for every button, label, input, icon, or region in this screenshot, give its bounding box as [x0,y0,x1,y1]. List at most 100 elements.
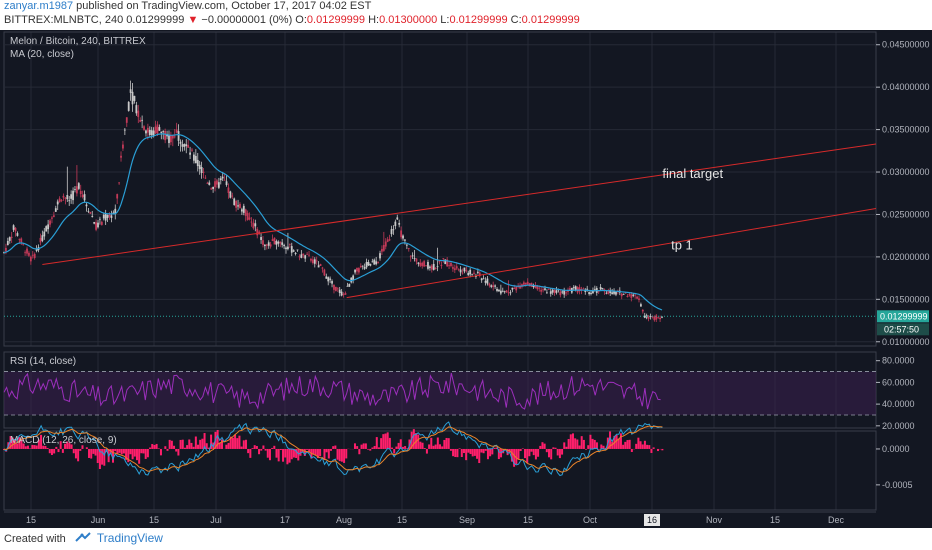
candle-body [647,316,650,319]
candle-body [415,258,418,262]
candle-body [381,248,383,252]
macd-histogram-bar [600,444,603,449]
macd-histogram-bar [406,448,409,449]
macd-histogram-bar [462,448,465,454]
candle-body [392,229,395,231]
macd-histogram-bar [16,443,19,449]
macd-histogram-bar [299,448,302,456]
x-axis-label: 15 [770,515,780,525]
macd-histogram-bar [258,448,261,455]
candle-body [513,288,516,290]
low-value: 0.01299999 [449,14,508,26]
macd-histogram-bar [641,444,644,449]
macd-histogram-bar [334,445,337,449]
last-price-label: 0.01299999 [880,311,928,321]
macd-histogram-bar [312,448,315,455]
candle-body [162,130,165,132]
candle-body [31,254,34,256]
macd-histogram-bar [74,448,77,459]
macd-histogram-bar [264,448,267,451]
candle-body [14,227,17,232]
candle-body [369,263,372,266]
x-axis-label: Jun [91,515,106,525]
candle-body [659,317,661,320]
candle-body [375,261,378,265]
candle-body [29,256,32,262]
macd-histogram-bar [323,448,326,460]
candle-body [346,285,349,287]
candle-body [394,221,397,227]
candle-body [331,281,333,284]
macd-histogram-bar [183,447,186,449]
macd-histogram-bar [262,445,265,449]
macd-histogram-bar [528,448,531,457]
candle-body [120,155,122,158]
candle-body [99,218,101,220]
macd-histogram-bar [364,443,367,449]
x-axis-label: 15 [149,515,159,525]
candle-body [310,258,312,261]
macd-histogram-bar [434,444,437,449]
candle-body [546,292,548,294]
macd-histogram-bar [295,448,298,458]
macd-histogram-bar [244,439,247,449]
macd-histogram-bar [432,445,435,449]
candle-body [448,265,450,267]
macd-histogram-bar [615,434,618,449]
candle-body [164,130,167,141]
author-link[interactable]: zanyar.m1987 [4,0,74,12]
macd-histogram-bar [371,447,374,449]
macd-histogram-bar [22,443,25,449]
rsi-label: RSI (14, close) [10,356,76,367]
macd-histogram-bar [417,434,420,449]
candle-body [653,316,656,321]
current-date-badge [644,514,660,526]
macd-histogram-bar [626,440,629,449]
candle-body [313,259,316,264]
candle-body [300,254,303,258]
symbol-label: BITTREX:MLNBTC, 240 [4,14,124,26]
macd-histogram-bar [153,444,156,449]
candle-body [242,205,245,213]
candle-body [5,247,7,252]
macd-histogram-bar [401,446,404,449]
candle-body [152,130,155,136]
macd-histogram-bar [630,448,633,452]
candle-body [131,91,134,105]
macd-histogram-bar [177,448,180,456]
candle-body [344,293,347,295]
candle-body [179,141,182,144]
rsi-band-fill [4,371,876,415]
macd-histogram-bar [103,448,106,466]
candle-body [77,183,80,189]
macd-histogram-bar [454,448,457,458]
macd-histogram-bar [513,448,516,467]
candle-body [183,144,186,147]
candle-body [75,186,78,194]
tradingview-link[interactable]: TradingView [96,531,163,545]
candle-body [216,180,218,185]
moving-average-line [3,133,663,311]
macd-histogram-bar [571,433,574,449]
candle-body [484,280,487,283]
candle-body [538,287,541,289]
macd-histogram-bar [133,448,136,457]
close-label: C: [510,14,522,26]
macd-histogram-bar [367,448,370,450]
chart-area[interactable]: 0.04500000 0.04000000 0.03500000 0.03000000… [0,30,932,528]
macd-histogram-bar [236,438,239,449]
macd-histogram-bar [558,448,561,459]
candle-body [555,290,558,293]
macd-histogram-bar [88,448,91,458]
pane-border [3,31,877,347]
candle-body [56,201,59,205]
candle-body [407,248,410,249]
macd-histogram-bar [624,441,627,449]
candle-body [390,229,393,235]
macd-histogram-bar [31,444,34,449]
candle-body [20,238,23,242]
candle-body [217,182,220,188]
candle-body [482,278,485,280]
candle-body [569,288,571,291]
candle-body [402,235,404,239]
